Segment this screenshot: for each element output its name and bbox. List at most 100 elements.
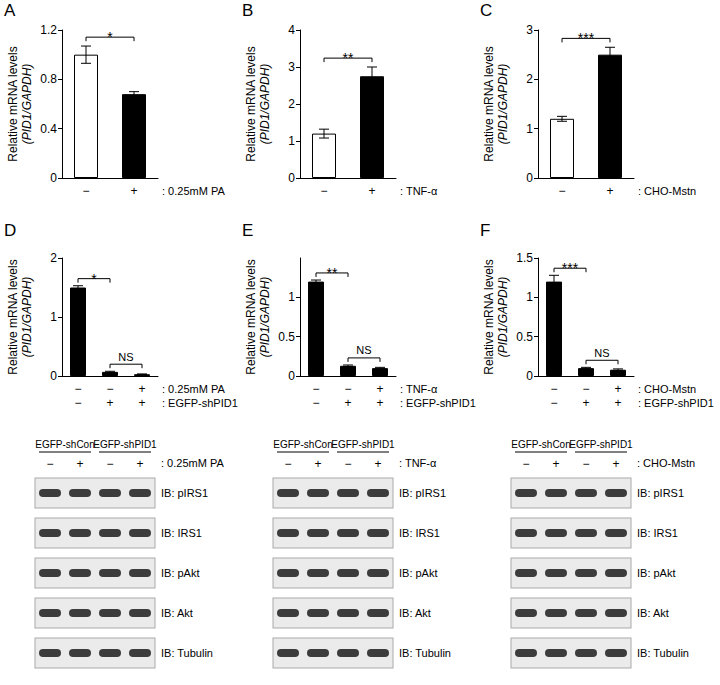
svg-text:−: −	[74, 382, 81, 396]
svg-text:0: 0	[50, 171, 57, 185]
svg-text:0: 0	[50, 369, 57, 383]
svg-text:+: +	[138, 382, 145, 396]
svg-text:IB: Akt: IB: Akt	[399, 607, 431, 619]
svg-text:3: 3	[526, 23, 533, 37]
svg-text:IB: pAkt: IB: pAkt	[637, 567, 676, 579]
svg-text:: EGFP-shPID1: : EGFP-shPID1	[638, 397, 714, 409]
svg-text:+: +	[612, 457, 619, 471]
svg-text:: 0.25mM PA: : 0.25mM PA	[161, 457, 224, 469]
svg-text:+: +	[136, 457, 143, 471]
svg-text:−: −	[284, 457, 291, 471]
svg-text:2: 2	[50, 251, 57, 265]
svg-text:A: A	[4, 1, 16, 20]
svg-text:EGFP-shCon: EGFP-shCon	[511, 439, 570, 450]
svg-text:NS: NS	[118, 351, 133, 363]
svg-text:IB: pAkt: IB: pAkt	[399, 567, 438, 579]
svg-text:−: −	[82, 184, 89, 198]
svg-text:(PID1/GAPDH): (PID1/GAPDH)	[496, 64, 510, 145]
svg-text:−: −	[312, 396, 319, 410]
svg-text:0.4: 0.4	[40, 122, 57, 136]
svg-text:NS: NS	[594, 347, 609, 359]
svg-text:*: *	[107, 29, 113, 45]
svg-text:−: −	[106, 382, 113, 396]
svg-text:1.5: 1.5	[516, 251, 533, 265]
svg-text:: TNF-α: : TNF-α	[400, 383, 438, 395]
svg-text:+: +	[552, 457, 559, 471]
svg-text:: TNF-α: : TNF-α	[399, 457, 437, 469]
svg-text:−: −	[344, 457, 351, 471]
svg-text:−: −	[46, 457, 53, 471]
svg-text:+: +	[344, 396, 351, 410]
svg-text:+: +	[106, 396, 113, 410]
svg-text:: CHO-Mstn: : CHO-Mstn	[638, 383, 696, 395]
svg-text:+: +	[376, 382, 383, 396]
svg-text:1: 1	[50, 310, 57, 324]
svg-text:IB: pIRS1: IB: pIRS1	[637, 487, 684, 499]
svg-text:+: +	[368, 184, 375, 198]
svg-text:0: 0	[288, 369, 295, 383]
svg-text:EGFP-shPID1: EGFP-shPID1	[93, 439, 157, 450]
svg-text:IB: IRS1: IB: IRS1	[399, 527, 440, 539]
svg-text:IB: pIRS1: IB: pIRS1	[161, 487, 208, 499]
svg-text:EGFP-shCon: EGFP-shCon	[273, 439, 332, 450]
svg-text:+: +	[614, 382, 621, 396]
svg-text:0: 0	[288, 171, 295, 185]
svg-text:−: −	[312, 382, 319, 396]
svg-text:−: −	[558, 184, 565, 198]
svg-text:+: +	[606, 184, 613, 198]
svg-text:: EGFP-shPID1: : EGFP-shPID1	[400, 397, 476, 409]
svg-text:−: −	[74, 396, 81, 410]
svg-text:+: +	[376, 396, 383, 410]
svg-text:***: ***	[562, 260, 579, 276]
svg-text:+: +	[76, 457, 83, 471]
svg-text:Relative mRNA levels: Relative mRNA levels	[244, 259, 258, 374]
svg-text:2: 2	[288, 97, 295, 111]
svg-text:+: +	[314, 457, 321, 471]
svg-text:−: −	[106, 457, 113, 471]
svg-text:IB: IRS1: IB: IRS1	[637, 527, 678, 539]
svg-text:0: 0	[526, 369, 533, 383]
svg-text:IB: Tubulin: IB: Tubulin	[637, 647, 689, 659]
svg-text:0.8: 0.8	[40, 72, 57, 86]
svg-text:4: 4	[288, 23, 295, 37]
svg-text:IB: pIRS1: IB: pIRS1	[399, 487, 446, 499]
svg-text:−: −	[582, 382, 589, 396]
svg-text:1: 1	[288, 290, 295, 304]
svg-text:+: +	[582, 396, 589, 410]
svg-text:IB: Tubulin: IB: Tubulin	[161, 647, 213, 659]
svg-text:−: −	[582, 457, 589, 471]
svg-text:−: −	[320, 184, 327, 198]
svg-text:D: D	[4, 221, 16, 240]
svg-text:EGFP-shPID1: EGFP-shPID1	[331, 439, 395, 450]
svg-text:IB: Tubulin: IB: Tubulin	[399, 647, 451, 659]
svg-text:(PID1/GAPDH): (PID1/GAPDH)	[496, 277, 510, 358]
svg-text:+: +	[614, 396, 621, 410]
svg-text:Relative mRNA levels: Relative mRNA levels	[6, 259, 20, 374]
svg-text:(PID1/GAPDH): (PID1/GAPDH)	[258, 64, 272, 145]
svg-text:: 0.25mM PA: : 0.25mM PA	[162, 383, 225, 395]
svg-text:−: −	[550, 396, 557, 410]
svg-text:(PID1/GAPDH): (PID1/GAPDH)	[258, 277, 272, 358]
svg-text:E: E	[242, 221, 253, 240]
svg-text:1: 1	[288, 134, 295, 148]
svg-text:NS: NS	[356, 344, 371, 356]
svg-text:EGFP-shPID1: EGFP-shPID1	[569, 439, 633, 450]
svg-text:***: ***	[578, 30, 595, 46]
svg-text:2: 2	[526, 72, 533, 86]
svg-text:*: *	[91, 271, 97, 287]
svg-text:−: −	[344, 382, 351, 396]
svg-text:: TNF-α: : TNF-α	[400, 185, 438, 197]
svg-text:+: +	[374, 457, 381, 471]
svg-text:+: +	[138, 396, 145, 410]
svg-text:1: 1	[526, 290, 533, 304]
svg-text:: 0.25mM PA: : 0.25mM PA	[162, 185, 225, 197]
svg-text:EGFP-shCon: EGFP-shCon	[35, 439, 94, 450]
svg-text:0.5: 0.5	[278, 330, 295, 344]
svg-text:(PID1/GAPDH): (PID1/GAPDH)	[20, 64, 34, 145]
svg-text:IB: Akt: IB: Akt	[637, 607, 669, 619]
svg-text:: EGFP-shPID1: : EGFP-shPID1	[162, 397, 238, 409]
svg-text:: CHO-Mstn: : CHO-Mstn	[637, 457, 695, 469]
svg-text:C: C	[480, 1, 492, 20]
svg-text:Relative mRNA levels: Relative mRNA levels	[6, 46, 20, 161]
svg-text:: CHO-Mstn: : CHO-Mstn	[638, 185, 696, 197]
